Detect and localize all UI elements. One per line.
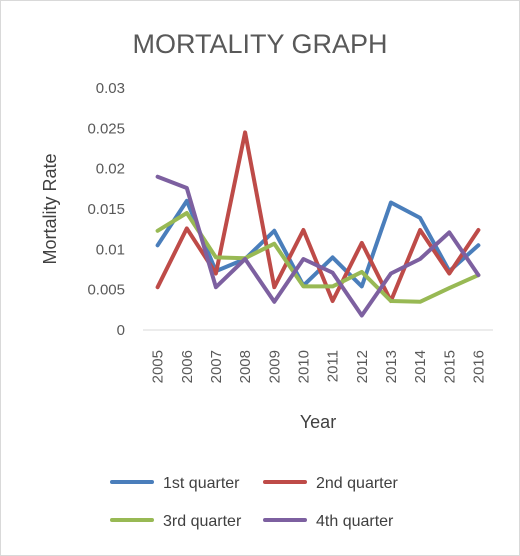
legend: 1st quarter 2nd quarter 3rd quarter 4th qua… [110,475,399,530]
x-tick-label: 2008 [237,350,254,383]
y-axis-label: Mortality Rate [40,153,60,264]
legend-label: 4th quarter [316,513,394,530]
series-line [155,211,481,304]
legend-label: 2nd quarter [316,475,399,492]
x-tick-label: 2014 [412,350,429,383]
legend-label: 3rd quarter [163,513,242,530]
y-tick-label: 0.02 [96,161,125,178]
y-tick-label: 0.015 [87,201,125,218]
y-tick-label: 0.025 [87,120,125,137]
x-axis-ticks: 2005 2006 2007 2008 2009 2010 2011 2012 2013 2014… [150,350,488,383]
x-tick-label: 2009 [266,350,283,383]
x-tick-label: 2016 [470,350,487,383]
x-tick-label: 2012 [354,350,371,383]
series-lines [155,130,481,318]
series-line [155,130,481,303]
series-line [155,198,481,289]
x-tick-label: 2007 [208,350,225,383]
y-tick-label: 0 [117,322,125,339]
x-tick-label: 2013 [383,350,400,383]
legend-label: 1st quarter [163,475,240,492]
chart-title: MORTALITY GRAPH [132,29,387,59]
x-axis-label: Year [300,412,336,432]
y-axis-ticks: 0 0.005 0.01 0.015 0.02 0.025 0.03 [87,80,125,339]
y-tick-label: 0.005 [87,282,125,299]
x-tick-label: 2005 [150,350,167,383]
x-tick-label: 2015 [441,350,458,383]
y-tick-label: 0.03 [96,80,125,97]
series-line [155,174,481,318]
x-tick-label: 2011 [325,350,342,382]
y-tick-label: 0.01 [96,241,125,258]
x-tick-label: 2006 [179,350,196,383]
x-tick-label: 2010 [295,350,312,383]
